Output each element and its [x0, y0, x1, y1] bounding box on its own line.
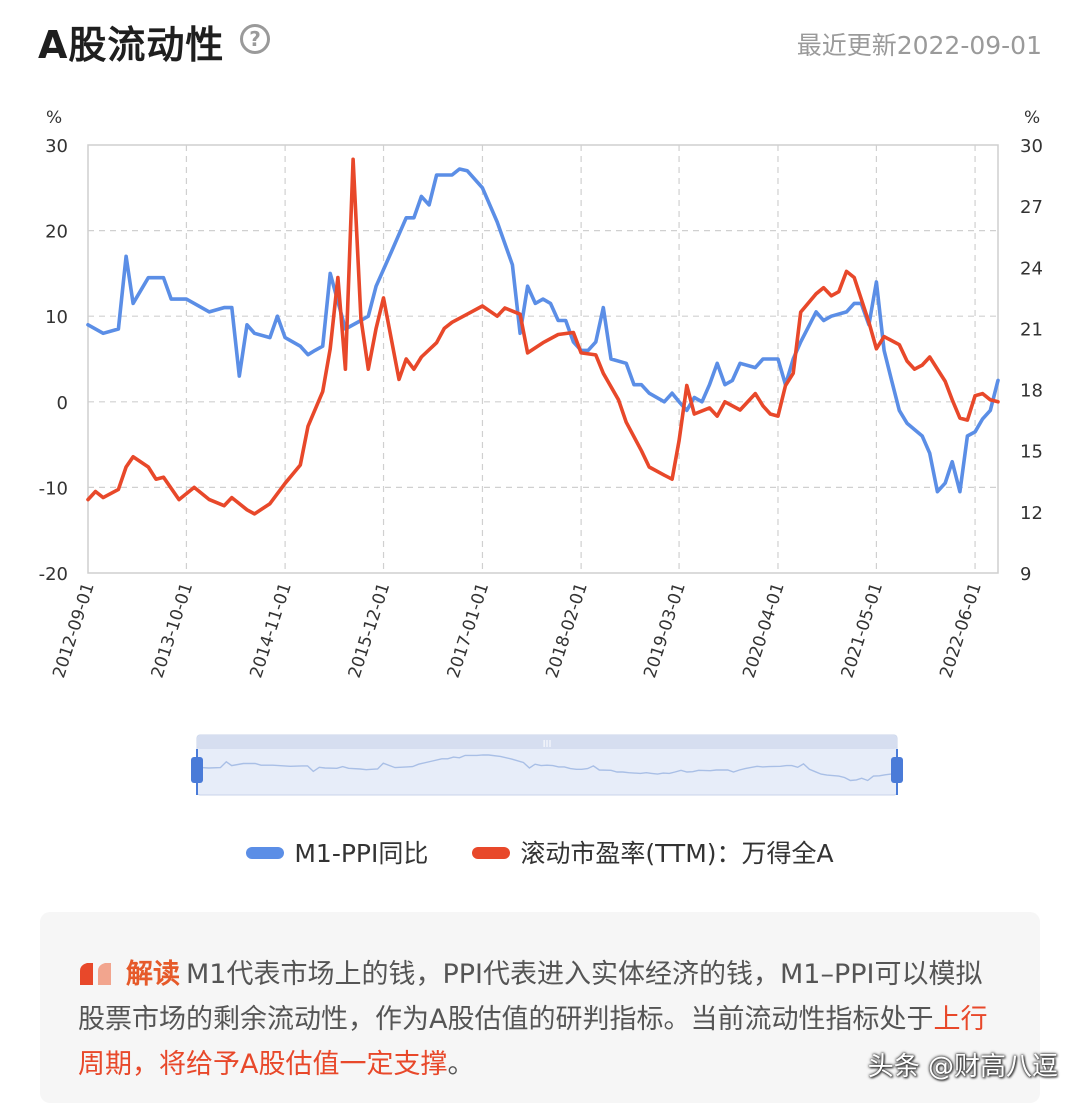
legend-label-pe-ttm: 滚动市盈率(TTM)：万得全A [520, 839, 834, 868]
legend-item-m1-ppi[interactable]: M1-PPI同比 [246, 834, 428, 870]
right-axis-tick-label: 12 [1020, 503, 1043, 524]
left-axis-tick-label: 20 [45, 222, 68, 243]
right-axis-unit: % [1024, 108, 1040, 128]
help-icon[interactable]: ? [240, 24, 270, 54]
liquidity-chart: 30 20 10 0 -10 -20 30 27 24 21 18 15 12 9% % 2012-09-01… [39, 108, 1043, 796]
legend-swatch-pe-ttm [472, 847, 511, 859]
left-axis-unit: % [46, 108, 62, 128]
x-axis-tick-label: 2013-10-01 [148, 580, 198, 680]
interpretation-body: M1代表市场上的钱，PPI代表进入实体经济的钱，M1–PPI可以模拟股票市场的剩… [78, 959, 983, 1035]
x-axis-tick-label: 2020-04-01 [739, 580, 789, 680]
left-axis-tick-label: 0 [57, 393, 68, 414]
right-axis-tick-label: 15 [1020, 442, 1043, 463]
interpretation-highlight: 上行周期，将给予A股估值一定支撑 [78, 1004, 988, 1080]
chart-legend: M1-PPI同比 滚动市盈率(TTM)：万得全A [0, 834, 1080, 870]
x-axis-tick-label: 2012-09-01 [49, 580, 99, 680]
x-axis-tick-label: 2017-01-01 [444, 580, 494, 680]
interpretation-end: 。 [447, 1049, 475, 1080]
legend-swatch-m1-ppi [246, 847, 285, 859]
series-line-pe-ttm [86, 157, 1000, 516]
right-axis-tick-label: 30 [1020, 136, 1043, 157]
left-axis-tick-label: 30 [45, 136, 68, 157]
x-axis-tick-label: 2022-06-01 [936, 580, 986, 680]
last-updated-label: 最近更新2022-09-01 [796, 31, 1042, 60]
zoom-slider-preview-line [196, 754, 898, 782]
header: A股流动性 ? 最近更新2022-09-01 [0, 0, 1080, 90]
quote-icon [80, 963, 111, 985]
zoom-slider-right-handle[interactable] [891, 757, 903, 783]
plot-frame [87, 144, 999, 574]
right-axis-tick-label: 21 [1020, 319, 1043, 340]
legend-label-m1-ppi: M1-PPI同比 [294, 839, 429, 868]
right-axis-tick-label: 24 [1020, 258, 1043, 279]
interpretation-text: 解读 M1代表市场上的钱，PPI代表进入实体经济的钱，M1–PPI可以模拟股票市场… [78, 952, 1008, 1087]
legend-item-pe-ttm[interactable]: 滚动市盈率(TTM)：万得全A [472, 834, 834, 870]
series-line-m1-ppi [86, 167, 1000, 494]
interpretation-box: 解读 M1代表市场上的钱，PPI代表进入实体经济的钱，M1–PPI可以模拟股票市场… [40, 912, 1040, 1103]
x-axis-tick-label: 2019-03-01 [640, 580, 690, 680]
x-axis-tick-label: 2018-02-01 [542, 580, 592, 680]
x-axis-tick-label: 2021-05-01 [838, 580, 888, 680]
watermark: 头条 @财高八逗 [867, 1052, 1058, 1082]
right-axis-tick-label: 9 [1020, 564, 1031, 585]
zoom-slider-grip-icon: III [543, 739, 552, 750]
zoom-slider-drag-bar[interactable] [197, 735, 897, 749]
page-title: A股流动性 [38, 23, 225, 67]
left-axis-tick-label: -10 [39, 478, 68, 499]
zoom-slider-left-handle[interactable] [191, 757, 203, 783]
left-axis-tick-label: 10 [45, 307, 68, 328]
right-axis-tick-label: 27 [1020, 197, 1043, 218]
x-axis-tick-label: 2015-12-01 [345, 580, 395, 680]
interpretation-label: 解读 [126, 959, 180, 990]
right-axis-tick-label: 18 [1020, 381, 1043, 402]
x-axis-tick-label: 2014-11-01 [246, 580, 296, 680]
left-axis-tick-label: -20 [39, 564, 68, 585]
